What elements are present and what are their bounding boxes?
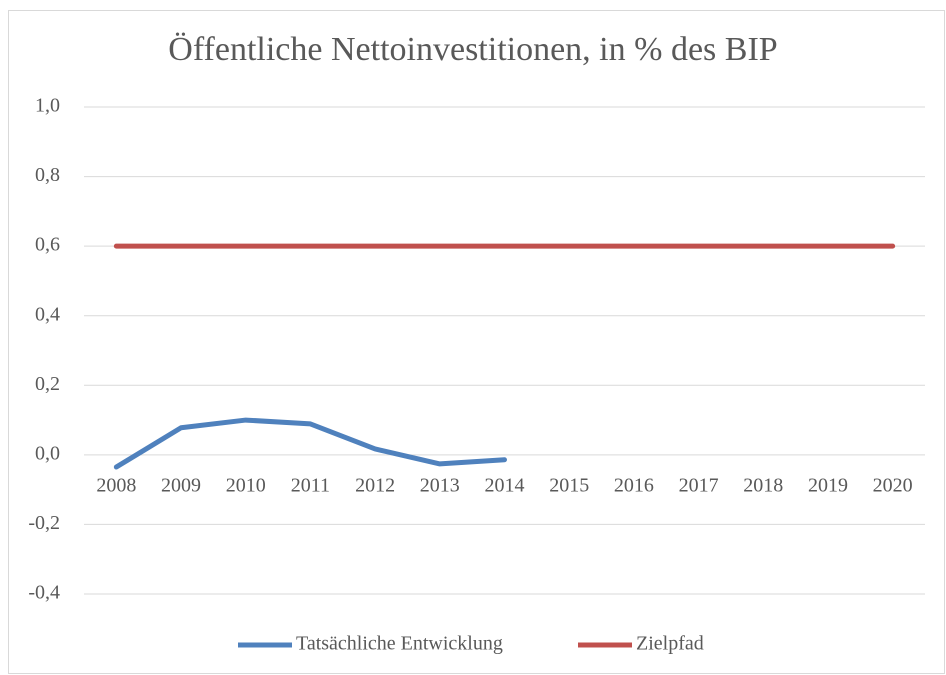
- y-tick-label: 0,4: [35, 303, 60, 325]
- y-tick-label: 0,0: [35, 442, 60, 464]
- y-tick-label: 1,0: [35, 95, 60, 117]
- x-tick-label: 2013: [420, 474, 460, 496]
- x-tick-label: 2015: [549, 474, 589, 496]
- legend-label: Zielpfad: [636, 633, 704, 655]
- x-tick-label: 2014: [485, 474, 525, 496]
- x-tick-label: 2010: [226, 474, 266, 496]
- x-tick-label: 2018: [743, 474, 783, 496]
- x-tick-label: 2019: [808, 474, 848, 496]
- chart-frame: [8, 10, 945, 674]
- legend-label: Tatsächliche Entwicklung: [296, 633, 503, 655]
- y-tick-label: -0,4: [28, 582, 60, 604]
- y-tick-label: 0,8: [35, 164, 60, 186]
- y-tick-label: 0,6: [35, 234, 60, 256]
- x-tick-label: 2009: [161, 474, 201, 496]
- x-tick-label: 2012: [355, 474, 395, 496]
- x-tick-label: 2020: [873, 474, 913, 496]
- chart-title: Öffentliche Nettoinvestitionen, in % des…: [168, 31, 777, 68]
- y-tick-label: 0,2: [35, 373, 60, 395]
- y-tick-label: -0,2: [28, 512, 60, 534]
- x-tick-label: 2016: [614, 474, 654, 496]
- x-tick-label: 2017: [679, 474, 719, 496]
- x-tick-label: 2011: [291, 474, 330, 496]
- x-tick-label: 2008: [96, 474, 136, 496]
- series-line: [113, 417, 507, 470]
